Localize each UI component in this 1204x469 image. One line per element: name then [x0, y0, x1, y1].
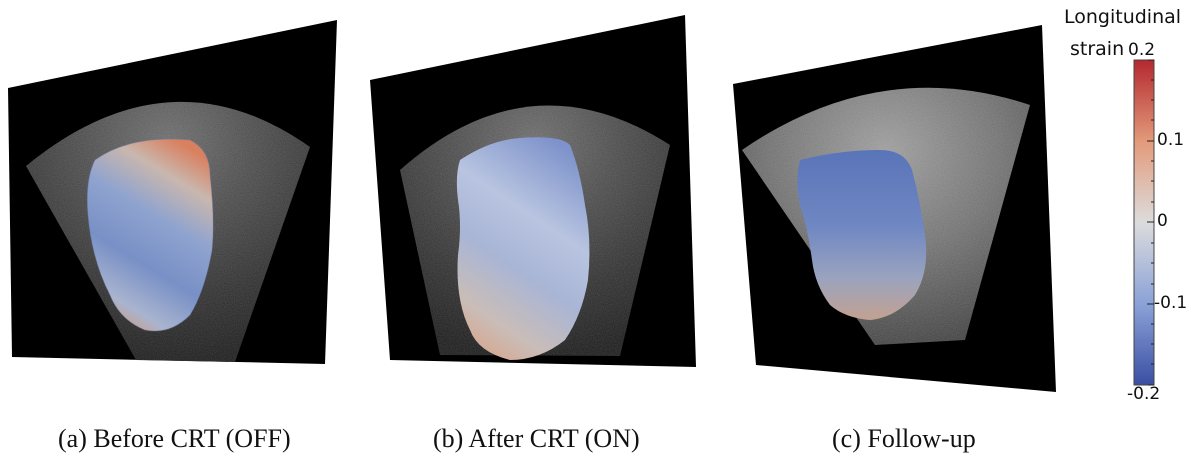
caption-c: (c) Follow-up [832, 424, 976, 453]
colorbar-tick-minus-0.1: -0.1 [1154, 293, 1188, 313]
colorbar-tick-0.1: 0.1 [1157, 130, 1185, 150]
panel-c-image [733, 25, 1056, 392]
colorbar-title-line1: Longitudinal [1064, 6, 1182, 28]
colorbar-min-label: -0.2 [1127, 384, 1161, 404]
caption-b: (b) After CRT (ON) [433, 424, 640, 453]
colorbar-max-label: 0.2 [1128, 40, 1156, 60]
colorbar-title-line2: strain [1070, 38, 1125, 60]
caption-a: (a) Before CRT (OFF) [58, 424, 291, 453]
panel-a-image [8, 20, 337, 364]
colorbar-tick-0: 0 [1157, 211, 1168, 231]
colorbar [1133, 59, 1155, 386]
panel-b-image [370, 15, 696, 367]
